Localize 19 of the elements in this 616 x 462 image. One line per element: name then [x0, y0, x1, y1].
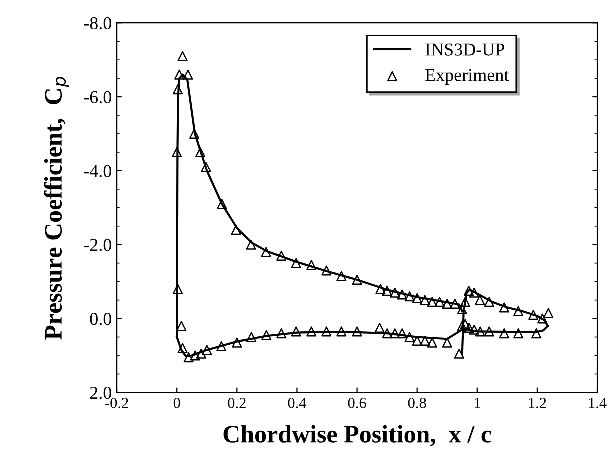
- x-tick-label: 0.4: [288, 398, 307, 408]
- x-tick-label: 0: [174, 398, 180, 408]
- legend-label: Experiment: [425, 69, 510, 86]
- x-tick-label: 0.8: [408, 398, 426, 408]
- y-axis-title: Pressure Coefficient, C$_{p}$: [44, 77, 70, 340]
- x-tick-label: 1.4: [589, 398, 607, 408]
- x-tick-label: 1: [474, 398, 480, 408]
- y-tick-label: -6.0: [84, 91, 112, 104]
- x-tick-label: -0.2: [106, 398, 128, 408]
- legend-label: INS3D-UP: [426, 44, 504, 56]
- y-tick-label: -8.0: [84, 17, 112, 30]
- y-tick-label: -2.0: [84, 239, 112, 252]
- x-tick-label: 0.2: [228, 398, 246, 408]
- x-tick-label: 0.6: [348, 398, 366, 408]
- y-tick-label: 0.0: [90, 313, 112, 326]
- y-tick-label: 2.0: [90, 386, 112, 400]
- y-tick-label: -4.0: [84, 165, 112, 178]
- x-axis-title: Chordwise Position, x / c: [224, 425, 492, 447]
- x-tick-label: 1.2: [529, 398, 546, 408]
